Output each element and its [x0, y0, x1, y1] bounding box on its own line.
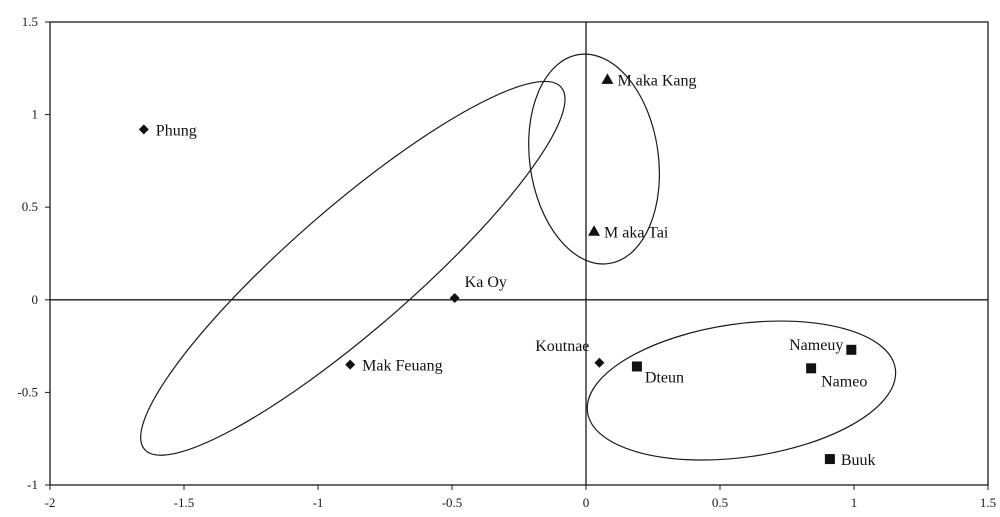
- x-tick-label: -2: [45, 495, 56, 510]
- triangle-marker: [588, 225, 601, 236]
- cluster-ellipse-1: [140, 80, 566, 456]
- point-label: Buuk: [841, 452, 876, 469]
- cluster-ellipse-3: [586, 320, 897, 461]
- x-tick-label: 1: [851, 495, 858, 510]
- triangle-marker: [601, 73, 614, 84]
- point-label: Dteun: [645, 369, 684, 386]
- point-label: Nameo: [821, 373, 867, 390]
- x-tick-label: 0.5: [712, 495, 728, 510]
- point-label: M aka Kang: [617, 72, 696, 89]
- point-label: Mak Feuang: [362, 358, 442, 375]
- cluster-ellipse-2: [528, 53, 661, 265]
- zero-axes: [50, 22, 988, 485]
- diamond-marker: [594, 357, 605, 368]
- data-points: [138, 73, 857, 465]
- point-label: Ka Oy: [465, 274, 507, 291]
- diamond-marker: [345, 359, 356, 370]
- square-marker: [806, 363, 817, 374]
- x-tick-label: -0.5: [442, 495, 463, 510]
- y-tick-label: 1: [32, 107, 39, 122]
- point-label: Koutnae: [535, 338, 589, 355]
- diamond-marker: [449, 292, 460, 303]
- square-marker: [824, 454, 835, 465]
- point-labels: Phung Ka Oy Mak Feuang Koutnae M aka Kang M a…: [156, 72, 876, 469]
- y-tick-label: 0: [32, 292, 39, 307]
- point-label: Phung: [156, 122, 197, 139]
- y-tick-label: -1: [27, 477, 38, 492]
- x-tick-label: -1: [313, 495, 324, 510]
- x-tick-label: 1.5: [980, 495, 996, 510]
- x-tick-label: -1.5: [174, 495, 195, 510]
- point-label: M aka Tai: [604, 224, 669, 241]
- cluster-ellipses: [140, 53, 897, 461]
- axis-ticks: -2 -1.5 -1 -0.5 0 0.5 1 1.5 -1 -0.5 0 0.5 1 1.5: [17, 14, 996, 510]
- point-label: Nameuy: [789, 337, 843, 354]
- y-tick-label: -0.5: [17, 384, 38, 399]
- diamond-marker: [138, 124, 149, 135]
- square-marker: [846, 344, 857, 355]
- square-marker: [631, 361, 642, 372]
- x-tick-label: 0: [583, 495, 590, 510]
- y-tick-label: 1.5: [22, 14, 38, 29]
- y-tick-label: 0.5: [22, 199, 38, 214]
- plot-area-frame: [49, 21, 989, 486]
